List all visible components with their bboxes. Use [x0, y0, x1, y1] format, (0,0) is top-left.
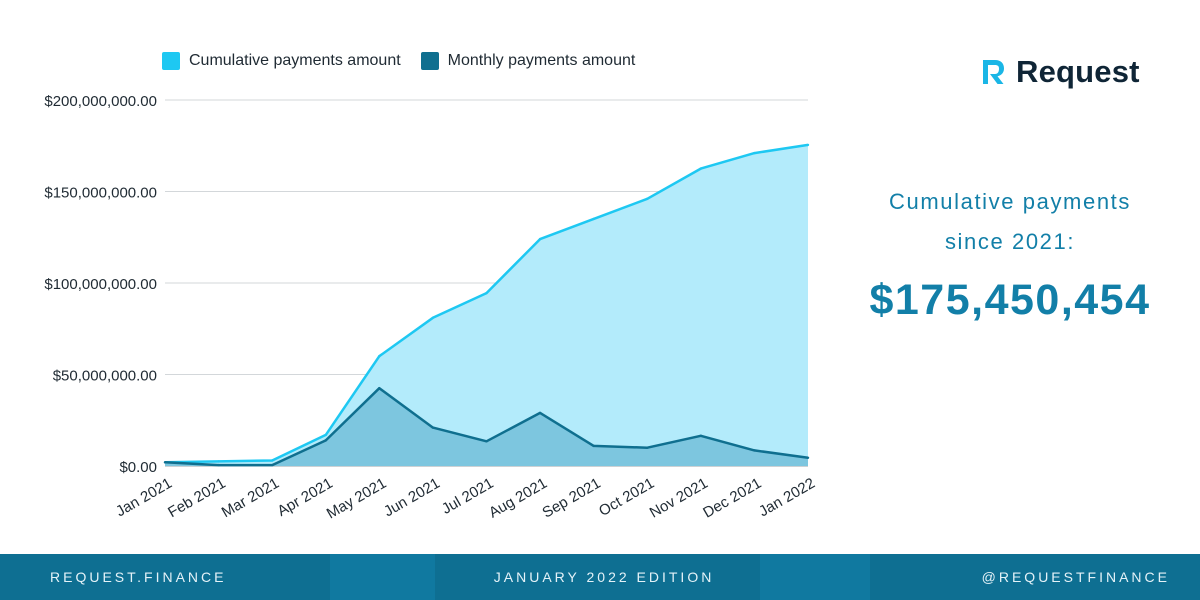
request-logo-icon — [983, 60, 1004, 84]
summary-heading-line2: since 2021: — [944, 229, 1076, 254]
x-tick-label: Aug 2021 — [486, 475, 550, 522]
y-tick-label: $50,000,000.00 — [53, 368, 157, 385]
legend-label-monthly: Monthly payments amount — [447, 52, 636, 69]
data-point-monthly — [431, 426, 435, 429]
legend-item-monthly: Monthly payments amount — [420, 52, 636, 70]
data-point-cumulative — [806, 143, 810, 147]
data-point-monthly — [753, 449, 756, 452]
footer-bar: REQUEST.FINANCE JANUARY 2022 EDITION @RE… — [0, 554, 1200, 600]
x-tick-label: Feb 2021 — [165, 475, 228, 521]
x-tick-label: Dec 2021 — [700, 475, 764, 522]
data-point-cumulative — [699, 167, 703, 170]
data-point-cumulative — [485, 291, 488, 295]
data-point-monthly — [163, 461, 167, 464]
data-point-cumulative — [753, 151, 756, 155]
y-tick-label: $100,000,000.00 — [44, 276, 157, 293]
data-point-monthly — [270, 463, 274, 467]
footer-edition: JANUARY 2022 EDITION — [493, 569, 715, 585]
x-tick-label: Mar 2021 — [219, 475, 282, 521]
data-point-cumulative — [270, 459, 274, 462]
series-area-cumulative — [165, 144, 808, 466]
summary-amount: $175,450,454 — [869, 276, 1151, 324]
x-tick-label: Sep 2021 — [540, 475, 604, 522]
data-point-cumulative — [431, 316, 435, 319]
y-tick-label: $150,000,000.00 — [44, 185, 157, 202]
legend-swatch-monthly — [420, 52, 439, 70]
data-point-cumulative — [646, 197, 649, 201]
x-tick-label: Jan 2022 — [756, 475, 818, 521]
data-point-monthly — [485, 440, 488, 443]
x-tick-label: May 2021 — [324, 475, 390, 523]
summary-heading: Cumulative payments since 2021: — [840, 182, 1180, 262]
data-point-monthly — [699, 434, 703, 438]
legend-swatch-cumulative — [162, 52, 180, 70]
data-point-monthly — [378, 387, 381, 390]
legend-item-cumulative: Cumulative payments amount — [162, 52, 401, 70]
summary-heading-line1: Cumulative payments — [889, 189, 1131, 214]
payments-area-chart: $0.00 $50,000,000.00 $100,000,000.00 $150,0… — [44, 93, 818, 523]
y-tick-label: $200,000,000.00 — [44, 93, 157, 110]
data-point-monthly — [324, 439, 327, 442]
data-point-cumulative — [538, 237, 542, 241]
x-tick-label: Oct 2021 — [596, 475, 657, 520]
x-tick-label: Nov 2021 — [647, 475, 711, 522]
footer-site: REQUEST.FINANCE — [50, 569, 227, 585]
data-point-monthly — [806, 456, 810, 459]
y-tick-label: $0.00 — [119, 459, 157, 476]
footer-band — [330, 554, 435, 600]
legend-label-cumulative: Cumulative payments amount — [189, 52, 401, 69]
chart-legend: Cumulative payments amount Monthly payme… — [162, 52, 635, 70]
data-point-cumulative — [592, 217, 595, 221]
brand-logo: Request — [980, 54, 1140, 90]
x-tick-label: Jun 2021 — [381, 475, 443, 521]
brand-name: Request — [1016, 54, 1140, 89]
footer-handle: @REQUESTFINANCE — [981, 569, 1170, 585]
data-point-cumulative — [378, 355, 381, 358]
data-point-monthly — [538, 411, 542, 415]
data-point-monthly — [217, 463, 220, 467]
data-point-monthly — [646, 446, 649, 449]
data-point-cumulative — [324, 433, 327, 437]
data-point-cumulative — [217, 460, 220, 463]
series-area-monthly — [165, 388, 808, 466]
footer-band — [760, 554, 870, 600]
data-point-monthly — [592, 444, 595, 448]
x-tick-label: Jan 2021 — [113, 475, 175, 521]
